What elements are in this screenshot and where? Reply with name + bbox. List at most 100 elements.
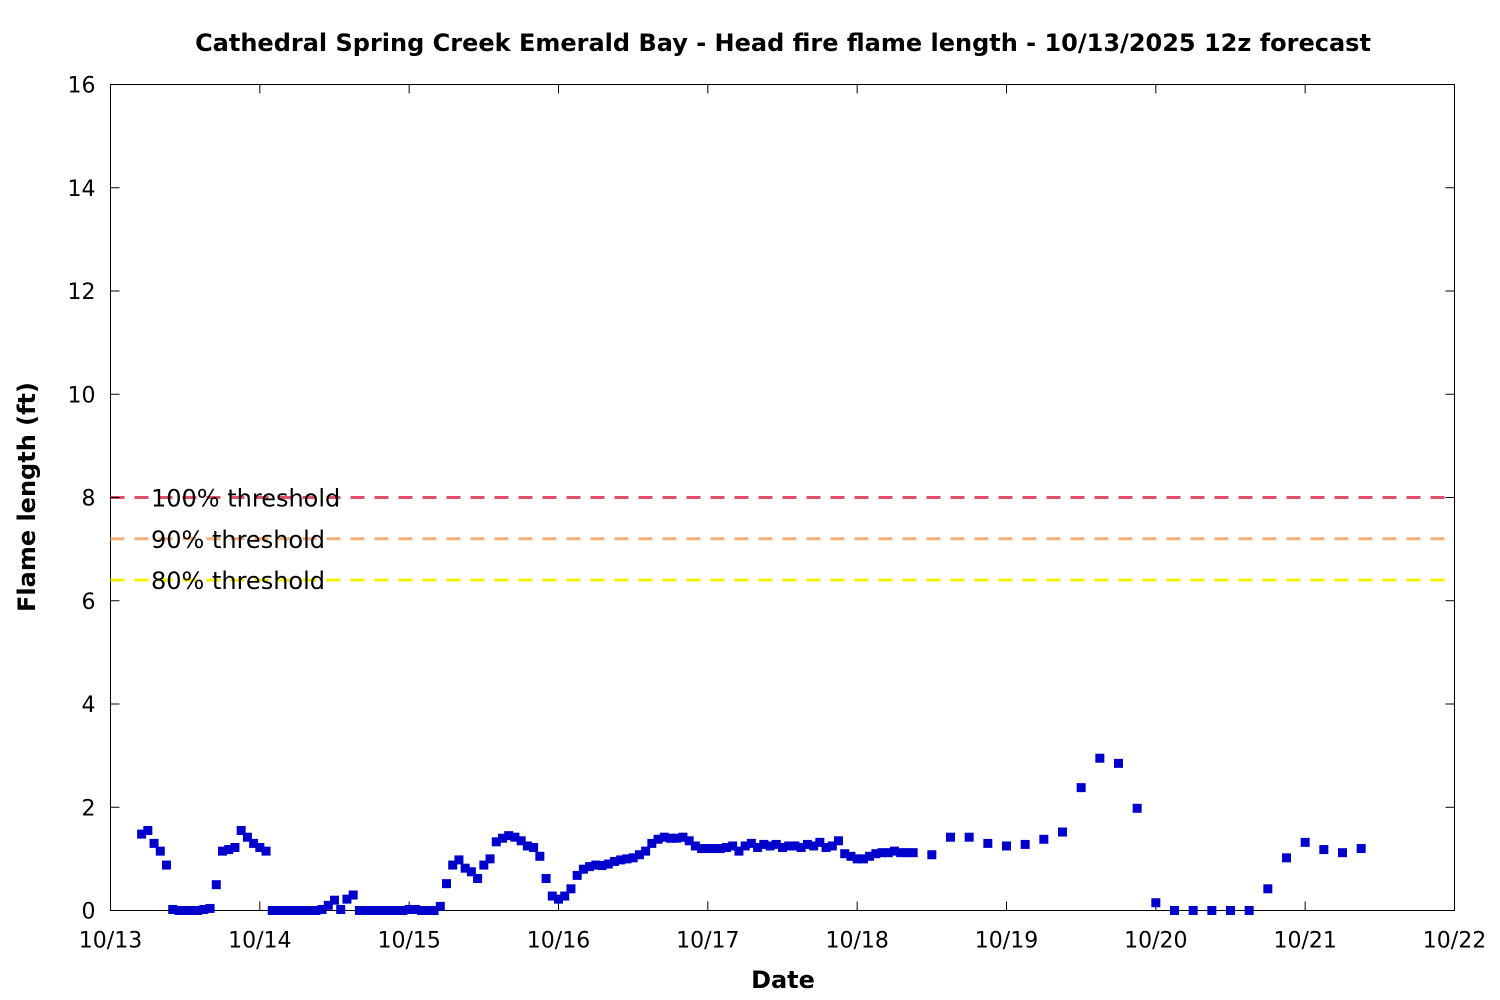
data-point xyxy=(591,860,601,870)
data-point xyxy=(616,855,626,865)
x-tick-label: 10/16 xyxy=(527,929,590,954)
data-point xyxy=(1244,906,1254,915)
y-tick-label: 0 xyxy=(82,900,96,925)
data-point xyxy=(330,895,339,905)
x-tick-label: 10/20 xyxy=(1124,929,1187,954)
data-point xyxy=(560,891,570,901)
threshold-label: 90% threshold xyxy=(151,526,325,554)
data-point xyxy=(410,904,420,914)
data-point xyxy=(1095,753,1105,763)
data-point xyxy=(572,870,582,880)
data-series xyxy=(137,753,1366,915)
data-point xyxy=(746,838,756,848)
y-tick-label: 14 xyxy=(68,177,96,202)
data-point xyxy=(504,831,514,841)
data-point xyxy=(852,854,862,864)
data-point xyxy=(249,838,259,848)
data-point xyxy=(417,906,427,915)
data-point xyxy=(734,846,744,856)
data-point xyxy=(230,843,240,853)
data-point xyxy=(199,904,209,914)
data-point xyxy=(585,862,595,872)
data-point xyxy=(578,864,588,874)
data-point xyxy=(317,904,327,914)
data-point xyxy=(529,843,539,853)
threshold-label: 100% threshold xyxy=(151,485,340,513)
data-point xyxy=(1282,853,1291,863)
data-point xyxy=(778,843,787,853)
data-point xyxy=(267,906,277,915)
data-point xyxy=(715,844,725,854)
data-point xyxy=(180,906,190,915)
data-point xyxy=(759,839,769,849)
data-point xyxy=(771,839,781,849)
data-point xyxy=(392,906,402,915)
data-point xyxy=(224,845,234,855)
y-tick-label: 2 xyxy=(82,796,96,821)
x-tick-label: 10/21 xyxy=(1273,929,1336,954)
data-point xyxy=(516,836,526,846)
data-point xyxy=(162,860,171,870)
data-point xyxy=(1002,841,1011,851)
data-point xyxy=(628,853,638,863)
data-point xyxy=(1263,884,1273,894)
data-point xyxy=(193,906,203,915)
data-point xyxy=(690,841,700,851)
x-tick-label: 10/15 xyxy=(377,929,440,954)
data-point xyxy=(641,846,651,856)
data-point xyxy=(647,838,657,848)
data-point xyxy=(442,879,451,889)
data-point xyxy=(896,848,906,858)
data-point xyxy=(672,833,682,843)
data-point xyxy=(697,844,707,854)
data-point xyxy=(1132,803,1142,813)
data-point xyxy=(292,906,302,915)
data-point xyxy=(361,906,371,915)
data-point xyxy=(342,894,352,904)
data-point xyxy=(261,846,271,856)
data-point xyxy=(298,906,308,915)
y-tick-label: 16 xyxy=(68,74,96,99)
data-point xyxy=(348,890,358,900)
data-point xyxy=(796,843,806,853)
data-point xyxy=(466,867,476,877)
data-point xyxy=(274,906,283,915)
x-axis-label: Date xyxy=(751,966,815,994)
y-tick-label: 6 xyxy=(82,590,96,615)
data-point xyxy=(908,848,918,858)
data-point xyxy=(522,841,532,851)
data-point xyxy=(790,841,800,851)
data-point xyxy=(709,844,719,854)
data-point xyxy=(435,901,445,911)
data-point xyxy=(323,900,333,910)
data-point xyxy=(840,849,850,859)
data-point xyxy=(1151,898,1161,908)
data-point xyxy=(386,906,395,915)
data-point xyxy=(1020,839,1030,849)
data-point xyxy=(802,839,812,849)
data-point xyxy=(423,906,433,915)
data-point xyxy=(367,906,377,915)
data-point xyxy=(186,906,196,915)
data-point xyxy=(765,841,775,851)
data-point xyxy=(218,846,227,856)
x-tick-label: 10/14 xyxy=(228,929,291,954)
data-point xyxy=(137,829,147,839)
data-point xyxy=(610,856,619,866)
data-point xyxy=(211,880,221,890)
data-point xyxy=(809,841,819,851)
data-point xyxy=(703,844,713,854)
data-point xyxy=(784,841,794,851)
data-point xyxy=(1207,906,1217,915)
data-point xyxy=(1170,906,1179,915)
data-point xyxy=(510,832,520,842)
data-point xyxy=(379,906,389,915)
data-point xyxy=(865,851,875,861)
data-point xyxy=(890,846,899,856)
data-point xyxy=(205,903,215,913)
data-point xyxy=(666,833,675,843)
data-point xyxy=(286,906,296,915)
data-point xyxy=(460,863,470,873)
x-tick-label: 10/13 xyxy=(79,929,142,954)
